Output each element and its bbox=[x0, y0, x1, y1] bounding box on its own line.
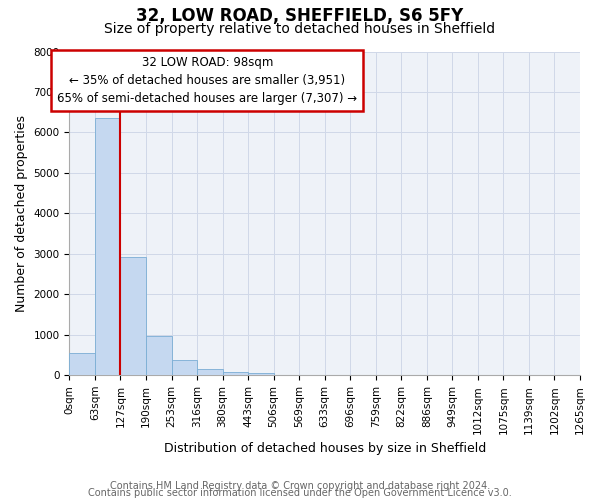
Text: Contains HM Land Registry data © Crown copyright and database right 2024.: Contains HM Land Registry data © Crown c… bbox=[110, 481, 490, 491]
Bar bbox=[121, 256, 146, 375]
Bar bbox=[95, 118, 121, 375]
Bar bbox=[248, 373, 274, 375]
Text: 32, LOW ROAD, SHEFFIELD, S6 5FY: 32, LOW ROAD, SHEFFIELD, S6 5FY bbox=[136, 8, 464, 26]
Text: Contains public sector information licensed under the Open Government Licence v3: Contains public sector information licen… bbox=[88, 488, 512, 498]
Text: 32 LOW ROAD: 98sqm
← 35% of detached houses are smaller (3,951)
65% of semi-deta: 32 LOW ROAD: 98sqm ← 35% of detached hou… bbox=[57, 56, 358, 105]
Bar bbox=[70, 353, 95, 375]
Bar bbox=[197, 369, 223, 375]
Bar bbox=[146, 336, 172, 375]
Bar bbox=[223, 372, 248, 375]
Bar bbox=[172, 360, 197, 375]
Text: Size of property relative to detached houses in Sheffield: Size of property relative to detached ho… bbox=[104, 22, 496, 36]
Y-axis label: Number of detached properties: Number of detached properties bbox=[15, 115, 28, 312]
X-axis label: Distribution of detached houses by size in Sheffield: Distribution of detached houses by size … bbox=[164, 442, 486, 455]
